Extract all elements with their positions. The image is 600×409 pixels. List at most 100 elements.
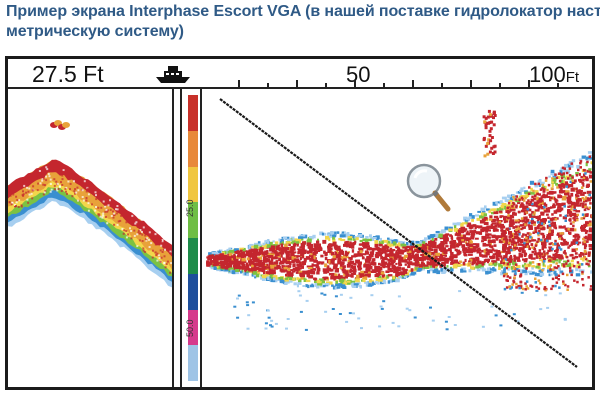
echo-speck: [531, 222, 536, 225]
clutter-speck: [580, 263, 584, 266]
echo-speck: [370, 236, 373, 240]
clutter-speck: [528, 186, 531, 189]
echo-speck: [460, 234, 463, 237]
echo-speck: [317, 246, 322, 249]
clutter-speck: [555, 198, 558, 202]
echo-speck: [311, 263, 314, 267]
echo-speck: [546, 234, 550, 238]
echo-speck: [272, 263, 278, 267]
clutter-speck: [559, 248, 563, 251]
echo-speck: [571, 181, 576, 184]
history-echo-speck: [144, 238, 147, 241]
clutter-speck: [588, 155, 592, 158]
echo-speck: [341, 231, 344, 234]
echo-speck: [355, 259, 360, 264]
clutter-speck: [505, 272, 508, 276]
echo-speck: [210, 266, 215, 270]
echo-speck: [580, 226, 586, 231]
echo-speck: [423, 249, 427, 254]
echo-speck: [436, 270, 441, 275]
echo-speck: [570, 174, 574, 178]
scatter-speck: [270, 319, 274, 322]
clutter-speck: [576, 261, 580, 264]
echo-speck: [357, 282, 361, 285]
echo-speck: [582, 241, 587, 246]
echo-speck: [583, 198, 588, 202]
echo-speck: [586, 169, 591, 173]
history-echo-speck: [144, 234, 147, 237]
echo-speck: [340, 250, 345, 255]
echo-speck: [498, 239, 502, 244]
echo-speck: [470, 266, 475, 270]
echo-speck: [388, 238, 393, 241]
echo-speck: [350, 282, 355, 285]
history-echo-speck: [169, 271, 172, 274]
echo-speck: [578, 172, 581, 176]
clutter-speck: [550, 242, 553, 245]
echo-speck: [518, 252, 522, 257]
history-echo-speck: [83, 180, 86, 183]
fish-target-speck: [488, 129, 492, 133]
echo-speck: [479, 215, 484, 219]
echo-speck: [506, 258, 510, 262]
echo-speck: [354, 236, 357, 239]
echo-speck: [506, 247, 510, 250]
echo-speck: [382, 257, 387, 261]
echo-speck: [488, 233, 492, 236]
clutter-speck: [550, 187, 554, 190]
clutter-speck: [550, 190, 553, 194]
clutter-speck: [530, 285, 534, 288]
clutter-speck: [562, 280, 565, 283]
echo-speck: [313, 243, 317, 247]
echo-speck: [424, 264, 429, 268]
echo-speck: [414, 249, 418, 253]
clutter-speck: [538, 193, 541, 196]
echo-speck: [327, 270, 330, 274]
clutter-speck: [573, 279, 576, 282]
magnifier-icon[interactable]: [406, 163, 451, 212]
clutter-speck: [588, 260, 591, 263]
echo-speck: [401, 273, 404, 278]
clutter-speck: [514, 233, 517, 236]
echo-speck: [576, 264, 579, 269]
echo-speck: [441, 247, 446, 250]
echo-speck: [291, 248, 296, 251]
echo-speck: [515, 265, 521, 268]
history-echo-speck: [165, 263, 168, 265]
echo-speck: [444, 257, 450, 262]
echo-speck: [395, 273, 400, 277]
echo-speck: [456, 234, 462, 237]
history-echo-speck: [102, 200, 105, 203]
echo-speck: [253, 266, 259, 270]
echo-speck: [365, 266, 369, 270]
echo-speck: [285, 268, 288, 272]
echo-speck: [461, 222, 467, 225]
echo-speck: [582, 200, 586, 203]
clutter-speck: [549, 268, 552, 271]
echo-speck: [263, 245, 267, 249]
echo-speck: [492, 267, 495, 270]
history-echo-speck: [163, 262, 166, 265]
scale-tick: [354, 80, 356, 87]
history-echo-speck: [170, 262, 172, 265]
echo-speck: [253, 265, 257, 267]
echo-speck: [527, 270, 532, 274]
history-echo-speck: [92, 191, 95, 194]
clutter-speck: [564, 214, 567, 218]
scatter-speck: [345, 320, 349, 323]
echo-speck: [554, 258, 559, 262]
echo-speck: [464, 219, 469, 222]
echo-speck: [251, 264, 255, 268]
echo-speck: [440, 259, 445, 262]
echo-speck: [298, 236, 303, 239]
echo-speck: [542, 222, 545, 226]
clutter-speck: [531, 195, 534, 199]
clutter-speck: [503, 287, 507, 291]
echo-speck: [495, 250, 499, 255]
echo-speck: [373, 262, 377, 266]
echo-speck: [349, 236, 353, 241]
history-echo-speck: [9, 186, 12, 188]
echo-speck: [310, 254, 313, 258]
history-echo-speck: [53, 169, 56, 172]
echo-speck: [379, 253, 383, 256]
